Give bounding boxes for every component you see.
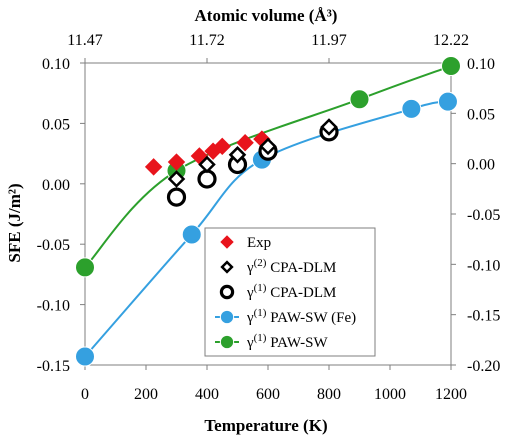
legend-marker-2 [219, 284, 235, 300]
x-bottom-tick-label: 400 [195, 386, 219, 403]
data-point-4-2 [349, 89, 370, 110]
x-bottom-tick-label: 1200 [435, 386, 467, 403]
y-left-tick-label: 0.10 [42, 56, 70, 73]
legend-label-2: γ(1) CPA-DLM [246, 282, 336, 301]
data-point-2-1 [197, 169, 217, 189]
x-bottom-tick-label: 200 [134, 386, 158, 403]
y-left-tick-label: 0.05 [42, 116, 70, 133]
y-left-tick-label: 0.00 [42, 177, 70, 194]
x-top-tick-label: 11.72 [189, 32, 224, 49]
x-top-tick-label: 12.22 [433, 32, 469, 49]
plot-layer: 0 200 400 600 800 1000 1200 11.47 11.72 11.97 12.2… [37, 32, 501, 403]
x-bottom-tick-label: 800 [317, 386, 341, 403]
y-right-tick-label: 0.00 [467, 157, 495, 174]
x-bottom-tick-label: 0 [81, 386, 89, 403]
y-right-tick-label: -0.05 [467, 207, 500, 224]
data-point-4-0 [75, 257, 95, 278]
data-point-1-4 [320, 118, 338, 136]
data-point-2-0 [166, 187, 187, 207]
data-point-0-0 [144, 158, 163, 176]
y-right-tick-label: 0.10 [467, 56, 495, 73]
y-left-tick-label: -0.05 [37, 237, 70, 254]
y-right-tick-label: 0.05 [467, 106, 495, 123]
y-right-tick-label: -0.15 [467, 308, 500, 325]
legend-marker-4 [219, 334, 235, 350]
data-point-1-0 [167, 170, 186, 188]
legend-label-3: γ(1) PAW-SW (Fe) [246, 307, 356, 326]
x-top-tick-label: 11.47 [67, 32, 102, 49]
legend-label-4: γ(1) PAW-SW [246, 332, 328, 351]
legend-marker-3 [219, 309, 235, 325]
series-line-4 [84, 65, 452, 269]
data-point-1-2 [228, 146, 247, 164]
legend-label-0: Exp [247, 235, 271, 251]
y-left-tick-label: -0.10 [37, 298, 70, 315]
x-top-axis-title: Atomic volume (Å³) [195, 6, 338, 25]
data-point-3-3 [401, 98, 422, 119]
x-bottom-tick-label: 1000 [374, 386, 406, 403]
legend-marker-0 [220, 235, 234, 249]
data-point-3-1 [181, 224, 202, 245]
legend-marker-1 [220, 260, 234, 274]
x-bottom-axis-title: Temperature (K) [204, 416, 327, 435]
data-point-3-4 [437, 91, 458, 112]
y-left-tick-label: -0.15 [37, 358, 70, 375]
data-point-4-3 [441, 56, 461, 77]
data-point-3-0 [75, 346, 95, 367]
data-point-0-1 [167, 153, 186, 171]
x-top-tick-label: 11.97 [311, 32, 346, 49]
y-right-tick-label: -0.10 [467, 257, 500, 274]
x-bottom-tick-label: 600 [256, 386, 280, 403]
data-point-1-3 [259, 137, 277, 156]
data-point-0-4 [213, 137, 231, 156]
data-point-1-1 [198, 155, 216, 174]
legend: Exp γ(2) CPA-DLM γ(1) CPA-DLM γ(1) PAW-SW (… [204, 227, 376, 357]
data-point-0-5 [236, 134, 254, 152]
y-right-tick-label: -0.20 [467, 358, 500, 375]
y-left-axis-title: SFE (J/m²) [5, 183, 24, 262]
legend-label-1: γ(2) CPA-DLM [246, 257, 336, 276]
